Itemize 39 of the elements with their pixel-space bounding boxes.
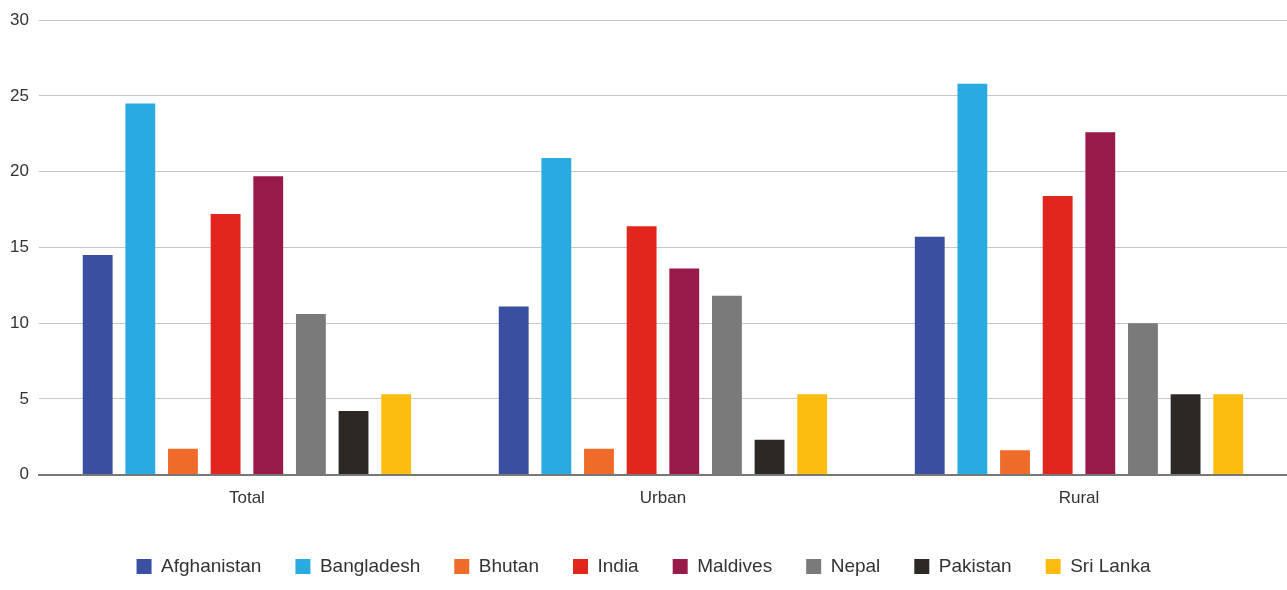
- legend-label: Sri Lanka: [1070, 554, 1151, 576]
- bar: [1042, 195, 1073, 475]
- bar: [82, 254, 113, 475]
- bar: [669, 268, 700, 475]
- legend-label: Afghanistan: [161, 554, 262, 576]
- bar: [1000, 450, 1030, 475]
- bar: [210, 214, 241, 475]
- y-tick-label: 20: [9, 161, 29, 181]
- legend-label: Bangladesh: [319, 554, 421, 576]
- bar: [498, 306, 529, 475]
- x-tick-label: Rural: [1058, 488, 1100, 508]
- y-tick-label: 25: [9, 85, 29, 105]
- bar: [253, 176, 284, 475]
- bar: [1085, 132, 1116, 475]
- bar: [797, 394, 828, 475]
- bar: [914, 236, 945, 475]
- y-tick-label: 30: [9, 9, 29, 29]
- bar: [541, 158, 572, 475]
- y-tick-label: 0: [19, 464, 29, 484]
- bar: [1170, 394, 1201, 475]
- bar: [584, 448, 614, 475]
- bar: [957, 83, 988, 475]
- legend-label: Bhutan: [478, 554, 539, 576]
- x-tick-label: Urban: [639, 488, 687, 508]
- bar: [125, 103, 156, 475]
- legend-label: Nepal: [830, 554, 881, 576]
- legend-label: Maldives: [697, 554, 773, 576]
- bar: [1213, 394, 1244, 475]
- legend-label: India: [597, 554, 640, 576]
- bar: [338, 410, 369, 475]
- x-tick-label: Total: [228, 488, 265, 508]
- y-tick-label: 10: [9, 312, 29, 332]
- legend-label: Pakistan: [938, 554, 1012, 576]
- bar: [754, 439, 785, 475]
- bar: [168, 448, 198, 475]
- bar: [381, 394, 412, 475]
- y-tick-label: 5: [19, 388, 29, 408]
- y-tick-label: 15: [9, 237, 29, 257]
- bar: [626, 226, 657, 475]
